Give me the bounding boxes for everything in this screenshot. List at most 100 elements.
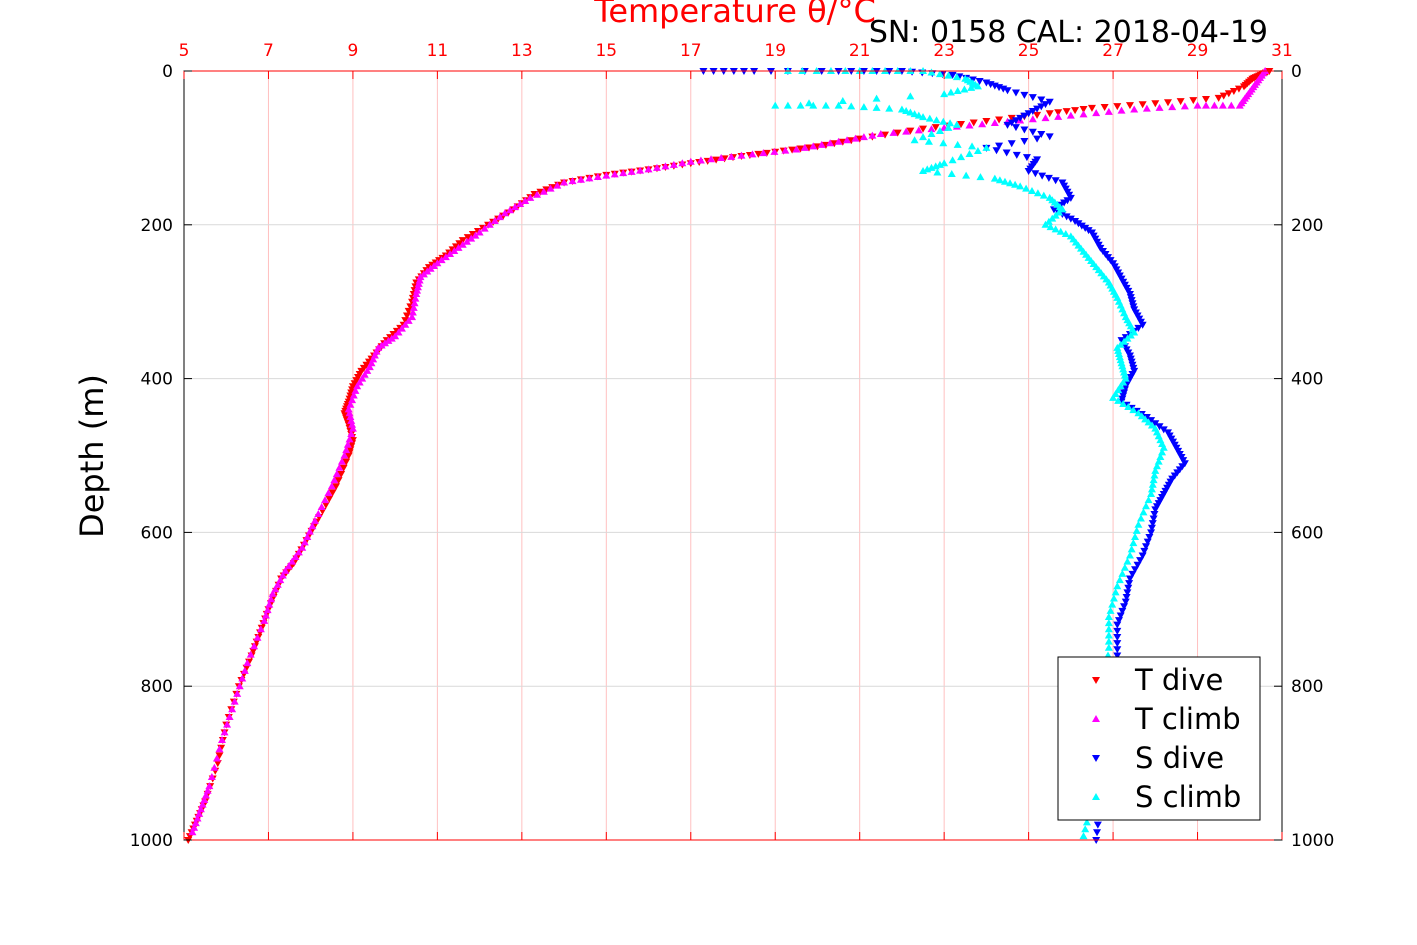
data-point	[408, 313, 417, 321]
data-point	[243, 659, 252, 667]
x-tick-label: 21	[849, 41, 871, 61]
data-point-interp	[328, 489, 337, 497]
data-point-interp	[914, 126, 923, 134]
data-point-interp	[321, 501, 330, 509]
data-point-interp	[345, 435, 354, 443]
data-point-interp	[415, 276, 424, 284]
data-point-interp	[1113, 646, 1122, 654]
data-point-interp	[1114, 617, 1123, 625]
data-point-interp	[1055, 208, 1064, 216]
legend-box	[1057, 656, 1261, 821]
x-tick-label: 27	[1102, 41, 1124, 61]
data-point-interp	[288, 557, 297, 565]
data-point-interp	[957, 153, 966, 161]
data-point-interp	[1136, 514, 1145, 522]
data-point-interp	[242, 664, 251, 672]
data-point-interp	[235, 682, 244, 690]
data-point	[1125, 551, 1134, 559]
data-point-interp	[1054, 112, 1063, 120]
y-tick-label-right: 400	[1291, 370, 1323, 390]
data-point	[1130, 105, 1139, 113]
data-point-interp	[902, 106, 911, 114]
data-point-interp	[978, 120, 987, 128]
data-point-interp	[1141, 415, 1150, 423]
data-point	[1130, 328, 1139, 336]
data-point-interp	[1126, 331, 1135, 339]
data-point-interp	[1116, 340, 1125, 348]
data-point-interp	[960, 85, 969, 93]
data-point	[1109, 393, 1118, 401]
data-point-interp	[1016, 114, 1025, 122]
data-point-interp	[1028, 107, 1037, 115]
data-point-interp	[1219, 92, 1228, 100]
data-point-interp	[1147, 524, 1156, 532]
data-point-interp	[1011, 117, 1020, 125]
data-point-interp	[809, 101, 818, 109]
data-point-interp	[872, 103, 881, 111]
data-point-interp	[965, 150, 974, 158]
data-point-interp	[1145, 534, 1154, 542]
data-point-interp	[394, 328, 403, 336]
data-point-interp	[627, 167, 636, 175]
data-point-interp	[838, 96, 847, 104]
data-point-interp	[1044, 174, 1053, 182]
data-point-interp	[1123, 557, 1132, 565]
data-point-interp	[339, 464, 348, 472]
data-point-interp	[1011, 180, 1020, 188]
data-point	[1104, 643, 1113, 651]
data-point-interp	[939, 117, 948, 125]
data-point-interp	[976, 173, 985, 181]
data-point-interp	[1142, 502, 1151, 510]
data-point-interp	[935, 126, 944, 134]
data-point-interp	[805, 99, 814, 107]
x-tick-label: 31	[1271, 41, 1293, 61]
data-point-interp	[995, 142, 1004, 150]
series-t-climb	[188, 67, 1270, 836]
data-point-interp	[240, 666, 249, 674]
x-tick-label: 5	[179, 41, 190, 61]
data-point-interp	[348, 420, 357, 428]
data-point-interp	[1128, 570, 1137, 578]
data-point-interp	[973, 146, 982, 154]
data-point-interp	[1082, 818, 1091, 826]
data-point-interp	[325, 495, 334, 503]
data-point	[1151, 466, 1160, 474]
data-point-interp	[1163, 99, 1172, 107]
data-point	[1066, 111, 1075, 119]
data-point	[1003, 121, 1012, 129]
data-point-interp	[1159, 426, 1168, 434]
data-point	[910, 136, 919, 144]
data-point-interp	[992, 147, 1001, 155]
data-point	[281, 566, 290, 574]
data-point-interp	[271, 585, 280, 593]
data-point-interp	[542, 186, 551, 194]
data-point	[416, 273, 425, 281]
data-point-interp	[458, 240, 467, 248]
data-point-interp	[253, 633, 262, 641]
y-tick-label-right: 1000	[1291, 831, 1334, 851]
data-point-interp	[868, 131, 877, 139]
data-point-interp	[265, 600, 274, 608]
data-point-interp	[1028, 128, 1037, 136]
data-point-interp	[1041, 114, 1050, 122]
data-point-interp	[1129, 539, 1138, 547]
data-point	[644, 165, 653, 173]
data-point-interp	[619, 169, 628, 177]
data-point-interp	[404, 316, 413, 324]
data-point-interp	[788, 146, 797, 154]
data-point-interp	[414, 279, 423, 287]
data-point-interp	[249, 647, 258, 655]
data-point-interp	[233, 689, 242, 697]
data-point-interp	[1007, 114, 1016, 122]
data-point-interp	[957, 121, 966, 129]
data-point-interp	[305, 527, 314, 535]
y-axis-title: Depth (m)	[73, 374, 111, 538]
data-point-interp	[962, 171, 971, 179]
data-point-interp	[250, 642, 259, 650]
data-point-interp	[931, 162, 940, 170]
data-point-interp	[314, 509, 323, 517]
data-point-interp	[1218, 101, 1227, 109]
data-point-interp	[927, 130, 936, 138]
data-point-interp	[506, 206, 515, 214]
data-point-interp	[568, 177, 577, 185]
